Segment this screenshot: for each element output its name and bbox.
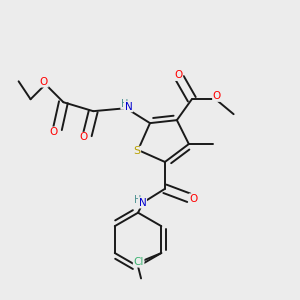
Text: S: S xyxy=(133,146,140,157)
Text: H: H xyxy=(121,99,128,109)
Text: O: O xyxy=(50,127,58,137)
Text: O: O xyxy=(213,91,221,101)
Text: O: O xyxy=(40,77,48,87)
Text: N: N xyxy=(139,198,146,208)
Text: O: O xyxy=(189,194,197,204)
Text: O: O xyxy=(174,70,182,80)
Text: N: N xyxy=(124,102,132,112)
Text: O: O xyxy=(80,133,88,142)
Text: Cl: Cl xyxy=(134,257,144,267)
Text: H: H xyxy=(134,195,142,205)
